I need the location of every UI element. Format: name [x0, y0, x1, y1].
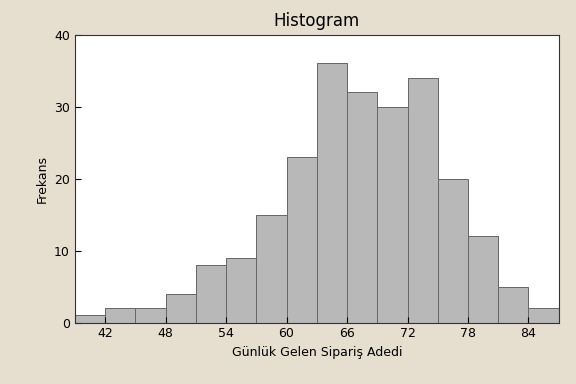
Bar: [286, 157, 317, 323]
Bar: [377, 107, 407, 323]
Bar: [226, 258, 256, 323]
Bar: [256, 215, 287, 323]
Bar: [468, 236, 498, 323]
Bar: [75, 315, 105, 323]
Bar: [196, 265, 226, 323]
Y-axis label: Frekans: Frekans: [36, 155, 48, 203]
Bar: [317, 63, 347, 323]
Title: Histogram: Histogram: [274, 12, 360, 30]
Bar: [498, 286, 529, 323]
Bar: [407, 78, 438, 323]
Bar: [135, 308, 166, 323]
X-axis label: Günlük Gelen Sipariş Adedi: Günlük Gelen Sipariş Adedi: [232, 346, 402, 359]
Bar: [105, 308, 135, 323]
Bar: [347, 92, 377, 323]
Bar: [438, 179, 468, 323]
Bar: [529, 308, 559, 323]
Bar: [166, 294, 196, 323]
